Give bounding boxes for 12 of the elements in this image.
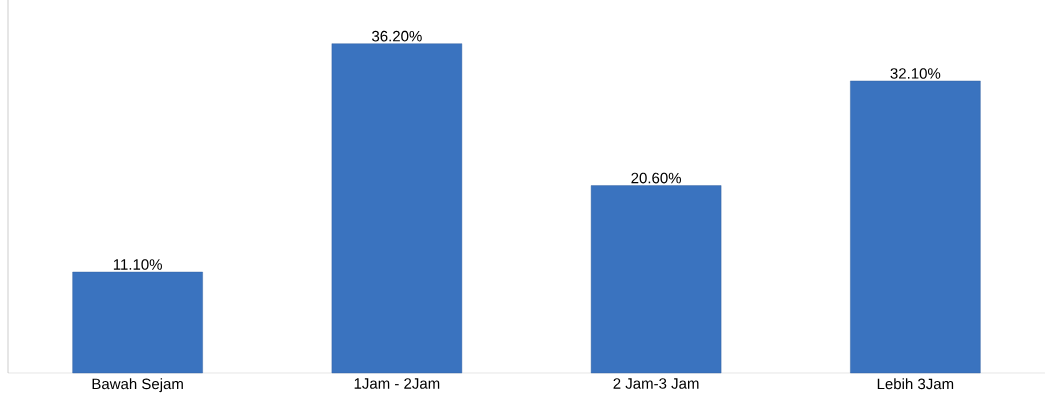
x-tick-label: Lebih 3Jam <box>877 378 954 390</box>
data-label: 36.20% <box>372 30 422 42</box>
data-label: 20.60% <box>631 172 682 184</box>
x-tick-label: 1Jam - 2Jam <box>354 378 440 389</box>
bar <box>331 43 463 374</box>
x-tick-label: Bawah Sejam <box>92 378 183 393</box>
data-label: 11.10% <box>113 259 162 270</box>
bar <box>590 185 722 374</box>
bar <box>850 80 981 374</box>
data-label: 32.10% <box>890 68 941 79</box>
bar <box>72 271 203 374</box>
x-tick-label: 2 Jam-3 Jam <box>613 378 699 389</box>
